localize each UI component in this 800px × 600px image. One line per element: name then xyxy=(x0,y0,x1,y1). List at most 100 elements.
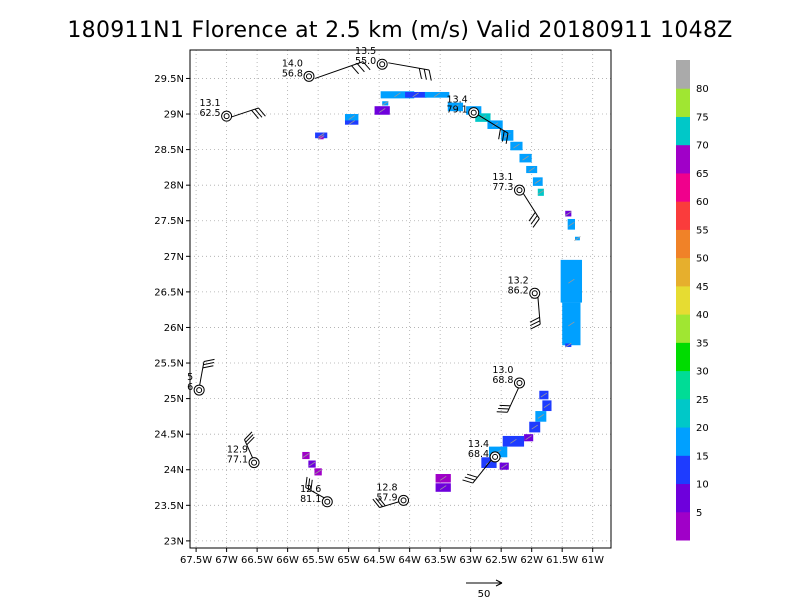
station-label-top: 12.9 xyxy=(227,445,248,456)
x-tick-label: 64.5W xyxy=(363,555,395,566)
colorbar-label: 45 xyxy=(696,282,709,293)
station-marker-inner xyxy=(305,73,312,80)
wind-barb-staff xyxy=(229,107,259,119)
wind-barb-feather xyxy=(532,218,540,228)
y-tick-label: 23.5N xyxy=(154,501,184,512)
station-marker xyxy=(513,377,525,389)
colorbar-label: 50 xyxy=(696,254,709,265)
wind-barb-staff xyxy=(472,458,493,484)
station-marker xyxy=(398,494,410,506)
station-label-top: 13.4 xyxy=(468,439,489,450)
station-marker xyxy=(513,184,525,196)
wind-barb-feather xyxy=(528,212,536,222)
colorbar-segment xyxy=(676,172,690,202)
wind-vector-arrow xyxy=(317,133,325,138)
station-label-top: 5 xyxy=(187,372,193,383)
x-tick-label: 61W xyxy=(581,555,604,566)
colorbar-label: 30 xyxy=(696,367,709,378)
station-marker-inner xyxy=(492,453,499,460)
y-tick-label: 25N xyxy=(164,394,184,405)
station-label-bottom: 6 xyxy=(187,382,193,393)
station-label-bottom: 77.3 xyxy=(492,182,513,193)
wind-barb-feather xyxy=(378,497,386,507)
colorbar-segment xyxy=(676,483,690,513)
station-marker xyxy=(468,107,480,119)
wind-barb-feather xyxy=(530,215,538,225)
plot-frame xyxy=(189,49,612,549)
y-tick-label: 24.5N xyxy=(154,430,184,441)
wind-barb-feather xyxy=(351,65,360,75)
colorbar-segment xyxy=(676,88,690,117)
colorbar-segment xyxy=(676,60,690,89)
station-label-bottom: 68.4 xyxy=(468,449,489,460)
x-tick-label: 62.5W xyxy=(485,555,517,566)
station-marker xyxy=(303,70,315,82)
station-marker-inner xyxy=(379,61,386,68)
wind-vector-arrow xyxy=(568,221,575,227)
colorbar-segment xyxy=(676,370,690,400)
reference-vector-arrowhead xyxy=(495,579,503,587)
x-tick-label: 67.5W xyxy=(180,555,212,566)
wind-vector-arrow xyxy=(568,321,575,327)
wind-vector-arrow xyxy=(565,211,572,216)
wind-vector-arrow xyxy=(543,403,551,409)
wind-vector-arrow xyxy=(412,92,419,98)
wind-barb-staff xyxy=(507,385,520,413)
colorbar-segment xyxy=(676,342,690,372)
wind-barb-feather xyxy=(464,476,476,481)
reference-vector-label: 50 xyxy=(478,589,491,600)
colorbar-segment xyxy=(676,201,690,230)
y-tick-label: 28N xyxy=(164,181,184,192)
wind-vector-arrow xyxy=(439,475,447,481)
wind-vector-arrow xyxy=(574,236,581,241)
wind-barb-staff xyxy=(476,113,509,134)
wind-barb-feather xyxy=(258,107,266,117)
colorbar-segment xyxy=(676,511,690,541)
x-tick-label: 65.5W xyxy=(302,555,334,566)
colorbar-label: 15 xyxy=(696,451,709,462)
wind-barb-feather xyxy=(246,436,255,446)
wind-barb-feather xyxy=(529,316,540,323)
wind-barb-feather xyxy=(498,128,501,140)
wind-vector-arrow xyxy=(439,485,447,490)
station-label-top: 13.4 xyxy=(447,95,468,106)
wind-vector-arrow xyxy=(382,101,389,106)
station-marker xyxy=(321,496,333,508)
colorbar-segment xyxy=(676,257,690,287)
station-label-top: 14.0 xyxy=(282,58,303,69)
wind-barb-feather xyxy=(466,473,478,478)
colorbar-label: 70 xyxy=(696,141,709,152)
wind-vector-arrow xyxy=(317,135,325,140)
wind-barb-feather xyxy=(244,431,253,440)
station-label-bottom: 77.1 xyxy=(227,455,248,466)
wind-vector-arrow xyxy=(534,179,542,184)
colorbar-segment xyxy=(676,398,690,428)
x-tick-label: 61.5W xyxy=(546,555,578,566)
station-marker-inner xyxy=(470,109,477,116)
wind-barb-feather xyxy=(501,130,505,142)
station-marker xyxy=(376,58,388,70)
wind-vector-arrow xyxy=(522,155,529,161)
y-tick-label: 26N xyxy=(164,323,184,334)
y-tick-label: 29N xyxy=(164,110,184,121)
wind-vector-arrow xyxy=(314,469,322,475)
y-tick-label: 26.5N xyxy=(154,287,184,298)
colorbar-label: 35 xyxy=(696,338,709,349)
wind-barb-feather xyxy=(462,479,473,484)
y-tick-label: 24N xyxy=(164,465,184,476)
wind-barb-feather xyxy=(418,68,422,79)
station-label-bottom: 81.1 xyxy=(300,494,321,505)
y-tick-label: 29.5N xyxy=(154,74,184,85)
colorbar-label: 25 xyxy=(696,395,709,406)
x-tick-label: 63.5W xyxy=(424,555,456,566)
wind-vector-arrow xyxy=(513,143,520,149)
wind-barb-feather xyxy=(505,133,509,144)
colorbar-segment xyxy=(676,427,690,456)
station-label-bottom: 57.9 xyxy=(376,492,397,503)
station-label-top: 13.2 xyxy=(508,275,529,286)
wind-barb-feather xyxy=(202,365,214,369)
y-tick-label: 25.5N xyxy=(154,359,184,370)
x-tick-label: 66W xyxy=(276,555,299,566)
wind-barb-feather xyxy=(203,358,215,363)
wind-barb-feather xyxy=(203,362,215,366)
